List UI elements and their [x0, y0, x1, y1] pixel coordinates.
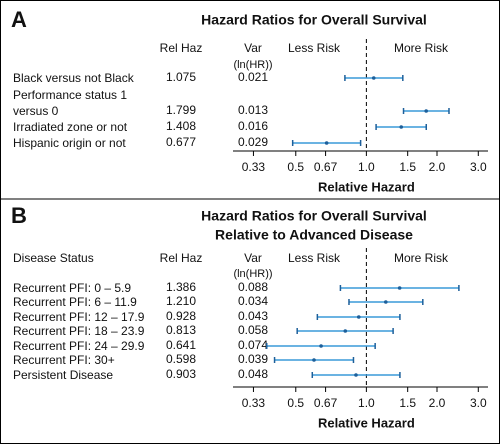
x-tick-label: 0.33 [242, 160, 266, 174]
row-label: Recurrent PFI: 30+ [13, 353, 115, 367]
value-label: 0.928 [166, 309, 196, 323]
x-axis-label: Relative Hazard [318, 179, 415, 194]
direction-label: Less Risk [288, 251, 341, 265]
point-estimate [324, 141, 329, 145]
direction-label: Less Risk [288, 41, 341, 55]
x-tick-label: 1.0 [358, 396, 375, 410]
x-tick-label: 0.5 [287, 160, 304, 174]
point-estimate [343, 329, 348, 333]
point-estimate [399, 125, 404, 129]
variance-label: 0.043 [238, 309, 268, 323]
x-tick-label: 3.0 [470, 396, 487, 410]
x-tick-label: 1.5 [399, 160, 416, 174]
column-header: Var [244, 251, 262, 265]
row-label: Recurrent PFI: 18 – 23.9 [13, 324, 145, 338]
variance-label: 0.021 [238, 70, 268, 84]
column-header: Rel Haz [160, 251, 203, 265]
row-label: Black versus not Black [13, 71, 134, 85]
x-tick-label: 3.0 [470, 160, 487, 174]
direction-label: More Risk [394, 41, 449, 55]
row-label: Recurrent PFI: 6 – 11.9 [13, 295, 137, 309]
row-label: Performance status 1 versus 0 [13, 88, 128, 118]
row-label: Persistent Disease [13, 368, 114, 382]
direction-label: More Risk [394, 251, 449, 265]
value-label: 0.903 [166, 367, 196, 381]
row-header: Disease Status [13, 251, 94, 265]
value-label: 1.210 [166, 294, 196, 308]
x-tick-label: 1.0 [358, 160, 375, 174]
point-estimate [397, 286, 402, 290]
x-tick-label: 0.5 [287, 396, 304, 410]
panel-letter: B [11, 203, 27, 228]
variance-label: 0.088 [238, 280, 268, 294]
point-estimate [356, 315, 361, 319]
value-label: 0.813 [166, 323, 196, 337]
value-label: 0.598 [166, 352, 196, 366]
variance-label: 0.013 [238, 103, 268, 117]
x-tick-label: 0.33 [242, 396, 266, 410]
variance-label: 0.074 [238, 338, 268, 352]
column-header: Rel Haz [160, 41, 203, 55]
value-label: 1.386 [166, 280, 196, 294]
point-estimate [312, 358, 316, 362]
variance-label: 0.039 [238, 352, 268, 366]
row-label: Hispanic origin or not [13, 136, 126, 150]
chart-title: Hazard Ratios for Overall Survival [201, 12, 427, 28]
x-tick-label: 0.67 [314, 160, 338, 174]
row-label: Recurrent PFI: 12 – 17.9 [13, 310, 145, 324]
value-label: 0.641 [166, 338, 196, 352]
row-label: Recurrent PFI: 0 – 5.9 [13, 281, 132, 295]
value-label: 1.799 [166, 103, 196, 117]
row-label: Irradiated zone or not [13, 120, 128, 134]
variance-label: 0.058 [238, 323, 268, 337]
point-estimate [383, 300, 388, 304]
value-label: 1.075 [166, 70, 196, 84]
point-estimate [424, 109, 428, 113]
variance-label: 0.034 [238, 294, 268, 308]
column-subheader: (ln(HR)) [233, 59, 272, 71]
x-tick-label: 2.0 [429, 160, 446, 174]
point-estimate [371, 76, 376, 80]
point-estimate [354, 373, 358, 377]
point-estimate [319, 344, 323, 348]
variance-label: 0.048 [238, 367, 268, 381]
variance-label: 0.029 [238, 135, 268, 149]
x-tick-label: 1.5 [399, 396, 416, 410]
row-label: Recurrent PFI: 24 – 29.9 [13, 339, 145, 353]
chart-subtitle: Relative to Advanced Disease [215, 227, 413, 243]
panel-letter: A [11, 7, 27, 32]
column-subheader: (ln(HR)) [233, 268, 272, 280]
value-label: 0.677 [166, 135, 196, 149]
value-label: 1.408 [166, 119, 196, 133]
variance-label: 0.016 [238, 119, 268, 133]
chart-title: Hazard Ratios for Overall Survival [201, 208, 427, 224]
x-axis-label: Relative Hazard [318, 415, 415, 430]
x-tick-label: 0.67 [314, 396, 338, 410]
column-header: Var [244, 41, 262, 55]
x-tick-label: 2.0 [429, 396, 446, 410]
